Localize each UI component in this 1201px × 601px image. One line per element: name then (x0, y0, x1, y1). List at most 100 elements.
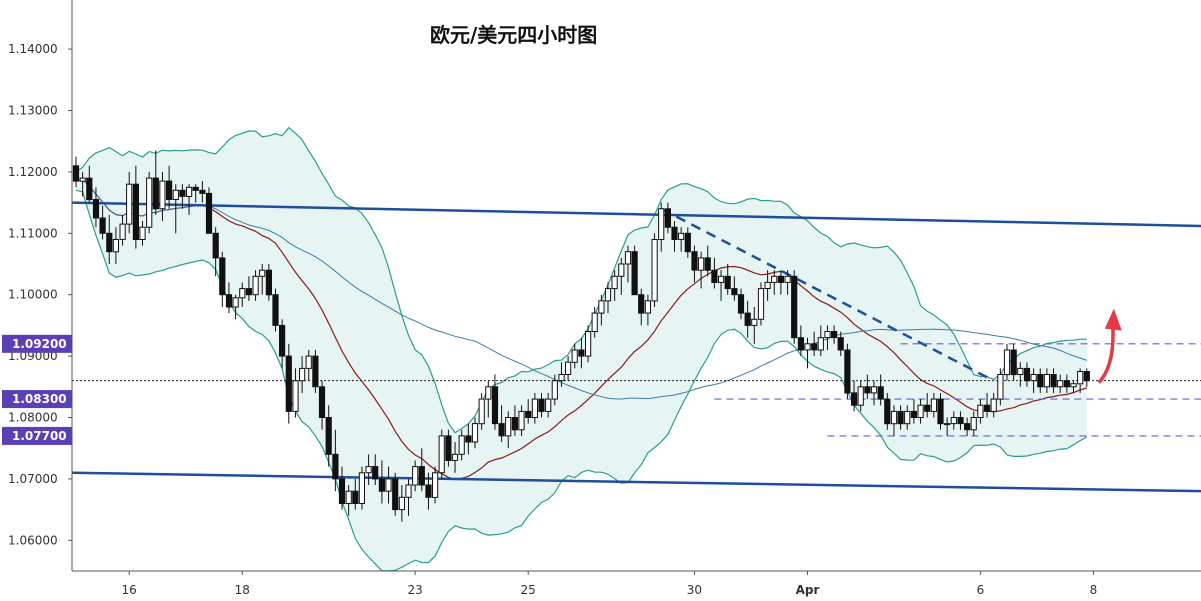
candle-body (312, 355, 319, 388)
candle-body (511, 417, 518, 431)
candle-body (870, 386, 878, 394)
candle-body (797, 337, 804, 351)
candle (558, 362, 565, 387)
y-tick-label: 1.11000 (8, 226, 58, 240)
candle (618, 257, 625, 295)
candle-body (1077, 371, 1084, 385)
candle-body (538, 398, 545, 412)
candle-body (651, 239, 658, 302)
candle-body (691, 251, 698, 271)
candle-body (604, 288, 612, 302)
candle-body (551, 380, 558, 400)
candle (352, 478, 359, 510)
price-label: 1.09200 (2, 334, 72, 353)
candle-body (744, 312, 751, 326)
candle-body (252, 275, 259, 296)
candle (1063, 374, 1071, 393)
candle (398, 485, 405, 522)
candle (232, 294, 239, 320)
candle-body (671, 226, 678, 240)
bollinger-lower-line (75, 189, 1088, 572)
candle-body (698, 257, 705, 271)
slow-moving-average-line (75, 179, 1087, 400)
candle (638, 288, 645, 326)
candle (831, 325, 838, 344)
candle (1030, 368, 1037, 393)
price-label: 1.08300 (2, 390, 72, 409)
candle (1037, 368, 1044, 393)
candle-body (498, 423, 505, 437)
candle (412, 460, 419, 492)
candle-body (398, 496, 405, 511)
candle (817, 325, 824, 357)
candle (578, 337, 585, 369)
candle (997, 368, 1004, 406)
candle (1017, 362, 1024, 387)
candle (292, 368, 299, 418)
price-label-text: 1.09200 (12, 337, 67, 351)
candle-body (884, 398, 891, 425)
candle-body (704, 257, 711, 271)
candle-body (179, 189, 186, 197)
candle (571, 343, 578, 369)
candle-body (92, 199, 100, 219)
candle-body (964, 423, 971, 431)
candle-body (565, 361, 572, 376)
lower-channel-line (71, 471, 1201, 493)
candle (545, 392, 552, 418)
candle-body (72, 165, 80, 182)
candle (498, 405, 505, 443)
candle-body (372, 466, 379, 480)
candle-body (245, 288, 253, 296)
candle-body (857, 386, 864, 406)
candle (172, 184, 179, 234)
candle-body (186, 186, 193, 198)
candle (126, 171, 133, 234)
candle (305, 349, 312, 381)
candle (970, 411, 977, 436)
candle (870, 380, 878, 406)
candle (884, 392, 891, 430)
candle-body (199, 189, 206, 194)
candle (106, 214, 113, 265)
candle-body (804, 343, 811, 351)
candle-body (146, 177, 153, 228)
candle (119, 214, 126, 246)
candle (904, 405, 911, 430)
candle (764, 270, 771, 301)
candle-body (831, 331, 838, 339)
candle (1077, 368, 1084, 393)
candle-body (219, 257, 226, 296)
candle-body (950, 417, 957, 425)
price-label-box (2, 426, 72, 445)
candle-body (824, 331, 831, 339)
candle-body (585, 331, 592, 357)
candle-body (751, 318, 758, 326)
candle (132, 165, 140, 249)
candle-body (531, 398, 538, 419)
candle-body (445, 435, 452, 461)
candle (651, 233, 658, 307)
candle (451, 442, 459, 473)
candle-body (731, 288, 738, 296)
candle-body (412, 466, 419, 486)
candle-body (578, 349, 585, 357)
candle-body (811, 343, 818, 351)
candle-body (598, 300, 605, 314)
candle-body (225, 294, 233, 308)
candle (678, 227, 685, 252)
candle-body (438, 435, 445, 474)
x-tick-label: 16 (122, 583, 137, 597)
candle (744, 300, 751, 338)
trend-line-layer (71, 201, 1201, 493)
candle (698, 251, 705, 289)
candle-body (358, 472, 365, 504)
candle-body (1063, 380, 1071, 388)
candle-body (937, 398, 944, 425)
candle (684, 227, 691, 258)
candle (711, 257, 718, 289)
candle-body (159, 180, 166, 210)
candle (239, 282, 246, 307)
candle-body (305, 355, 312, 369)
bullish-arrow-head (1104, 308, 1122, 331)
